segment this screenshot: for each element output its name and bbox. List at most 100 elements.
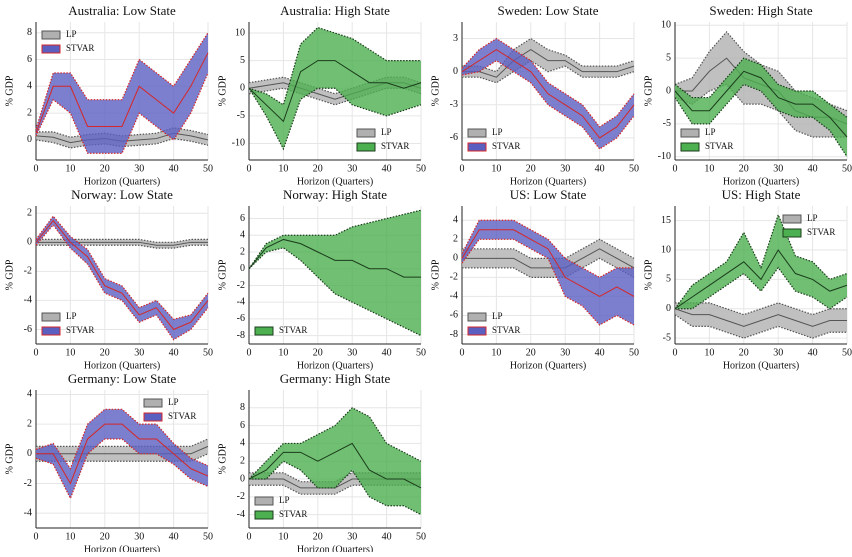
line (674, 70, 848, 138)
y-tick-label: 0 (240, 263, 245, 274)
y-tick-label: 2 (240, 456, 245, 467)
panel-title: Germany: High State (280, 371, 391, 386)
y-tick-label: -5 (237, 110, 245, 121)
x-tick-label: 10 (65, 163, 75, 174)
y-tick-label: -6 (24, 324, 32, 335)
legend-label: STVAR (705, 141, 733, 151)
x-tick-label: 10 (704, 347, 714, 358)
y-tick-label: -3 (450, 99, 458, 110)
band-bound (462, 257, 635, 278)
y-axis-label: % GDP (217, 443, 228, 474)
x-tick-label: 50 (203, 163, 213, 174)
panel-title: Germany: Low State (68, 371, 177, 386)
band-bound (35, 223, 209, 341)
line (35, 219, 209, 331)
x-tick-label: 40 (808, 163, 818, 174)
x-tick-label: 30 (773, 347, 783, 358)
band-bound (35, 438, 209, 500)
x-tick-label: 40 (808, 347, 818, 358)
y-axis-label: % GDP (430, 75, 441, 106)
band-bound (675, 266, 848, 310)
x-tick-label: 20 (526, 347, 536, 358)
legend-swatch (41, 312, 61, 322)
x-tick-label: 40 (169, 347, 179, 358)
x-tick-label: 30 (773, 163, 783, 174)
y-tick-label: 8 (240, 402, 245, 413)
band-bound (35, 32, 209, 130)
panel-title: Sweden: Low State (497, 3, 598, 18)
y-tick-label: 0 (666, 85, 671, 96)
x-tick-label: 40 (382, 347, 392, 358)
x-axis-label: Horizon (Quarters) (84, 360, 160, 371)
y-tick-label: -2 (237, 491, 245, 502)
x-tick-label: 30 (134, 163, 144, 174)
x-tick-label: 20 (739, 163, 749, 174)
x-axis-label: Horizon (Quarters) (510, 176, 586, 187)
band-bound (674, 57, 848, 118)
legend-label: LP (168, 397, 179, 407)
legend-swatch (467, 312, 487, 322)
y-axis-label: % GDP (217, 259, 228, 290)
x-tick-label: 0 (247, 163, 252, 174)
legend-swatch (254, 326, 274, 336)
legend-label: STVAR (807, 227, 835, 237)
x-axis-label: Horizon (Quarters) (510, 360, 586, 371)
x-tick-label: 10 (491, 347, 501, 358)
y-axis-label: % GDP (4, 443, 15, 474)
line (462, 248, 635, 269)
x-tick-label: 10 (278, 531, 288, 542)
band-bound (248, 209, 422, 270)
x-axis-label: Horizon (Quarters) (723, 176, 799, 187)
legend-label: STVAR (66, 325, 94, 335)
legend-label: LP (66, 311, 77, 321)
legend-swatch (467, 142, 487, 152)
y-axis-label: % GDP (643, 259, 654, 290)
y-tick-label: 10 (661, 20, 671, 31)
line (36, 423, 209, 485)
legend-swatch (782, 214, 802, 224)
band-bound (248, 87, 422, 151)
x-tick-label: 10 (65, 347, 75, 358)
y-tick-label: 6 (240, 213, 245, 224)
x-tick-label: 20 (739, 347, 749, 358)
band-bound (674, 83, 848, 158)
panel-title: US: Low State (510, 187, 587, 202)
x-tick-label: 50 (629, 347, 639, 358)
y-tick-label: 2 (27, 107, 32, 118)
x-tick-label: 30 (347, 531, 357, 542)
y-tick-label: 10 (235, 27, 245, 38)
legend-swatch (41, 44, 61, 54)
x-tick-label: 30 (347, 163, 357, 174)
legend-swatch (467, 128, 487, 138)
line (35, 52, 209, 134)
legend-label: STVAR (279, 325, 307, 335)
legend-label: STVAR (279, 509, 307, 519)
band (36, 409, 208, 499)
y-tick-label: 6 (240, 420, 245, 431)
line (461, 49, 635, 139)
x-tick-label: 20 (313, 347, 323, 358)
x-tick-label: 20 (313, 531, 323, 542)
y-tick-label: 2 (27, 208, 32, 219)
y-tick-label: -4 (237, 296, 245, 307)
x-axis-label: Horizon (Quarters) (297, 176, 373, 187)
x-tick-label: 30 (560, 347, 570, 358)
line (248, 60, 422, 123)
y-tick-label: 3 (453, 33, 458, 44)
legend-swatch (41, 30, 61, 40)
y-tick-label: -6 (450, 132, 458, 143)
panel-title: Sweden: High State (709, 3, 812, 18)
band (36, 239, 208, 249)
y-axis-label: % GDP (643, 75, 654, 106)
line (248, 238, 421, 278)
panel-title: Norway: High State (283, 187, 387, 202)
y-tick-label: 15 (661, 215, 671, 226)
panel-title: Norway: Low State (71, 187, 173, 202)
y-tick-label: 5 (240, 55, 245, 66)
band (462, 220, 634, 325)
x-tick-label: 0 (247, 531, 252, 542)
y-tick-label: -10 (232, 138, 245, 149)
x-tick-label: 40 (169, 163, 179, 174)
y-tick-label: 0 (27, 134, 32, 145)
